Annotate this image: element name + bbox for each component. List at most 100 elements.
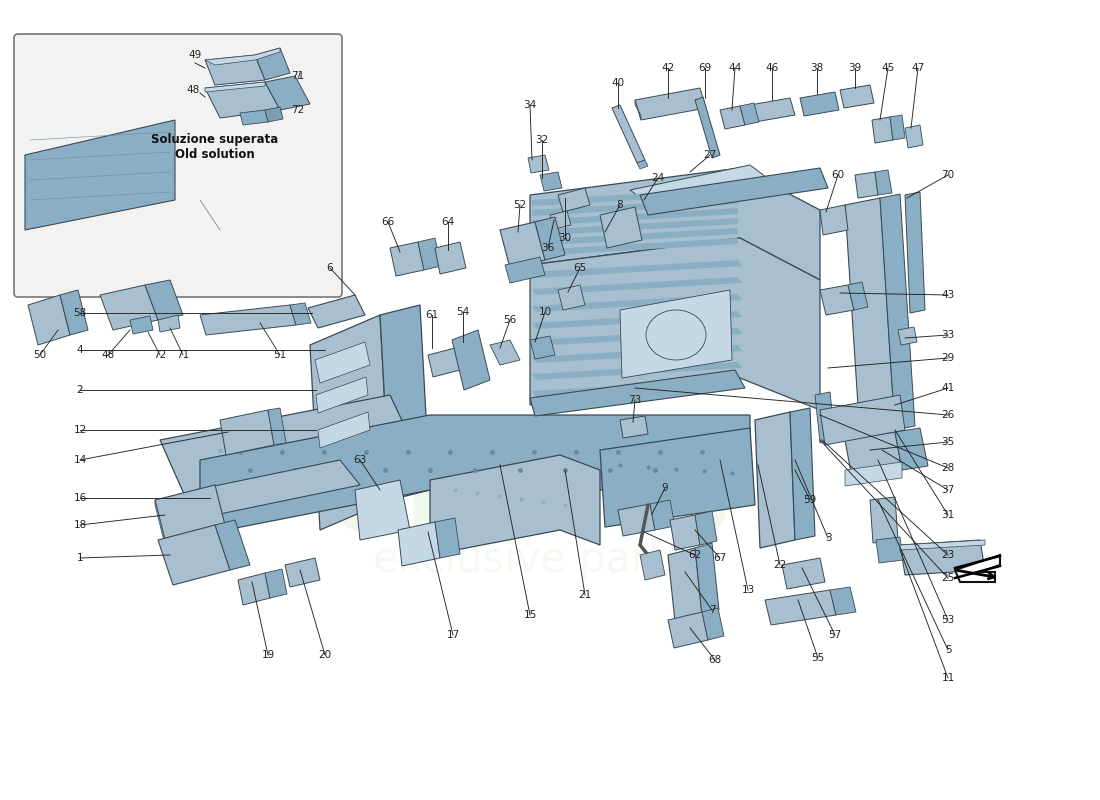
Polygon shape	[640, 168, 828, 215]
Polygon shape	[695, 511, 717, 545]
Polygon shape	[695, 543, 719, 615]
Text: 61: 61	[426, 310, 439, 320]
Text: 56: 56	[504, 315, 517, 325]
Text: 55: 55	[812, 653, 825, 663]
Polygon shape	[905, 125, 923, 148]
Polygon shape	[155, 500, 165, 545]
Polygon shape	[100, 285, 158, 330]
Text: Soluzione superata: Soluzione superata	[152, 134, 278, 146]
Polygon shape	[820, 205, 848, 235]
Text: 45: 45	[881, 63, 894, 73]
Polygon shape	[820, 285, 854, 315]
Text: 68: 68	[708, 655, 722, 665]
Text: 48: 48	[186, 85, 199, 95]
Polygon shape	[620, 290, 732, 378]
Polygon shape	[532, 345, 742, 363]
Polygon shape	[702, 608, 724, 640]
Text: 71: 71	[292, 71, 305, 81]
Text: 72: 72	[292, 105, 305, 115]
Polygon shape	[200, 305, 296, 335]
Polygon shape	[195, 460, 360, 515]
Polygon shape	[530, 238, 820, 410]
Polygon shape	[870, 497, 898, 543]
Text: 52: 52	[514, 200, 527, 210]
Polygon shape	[195, 490, 214, 520]
Text: 40: 40	[612, 78, 625, 88]
Polygon shape	[550, 211, 571, 229]
Text: 16: 16	[74, 493, 87, 503]
Polygon shape	[205, 82, 265, 92]
Polygon shape	[668, 612, 708, 648]
Polygon shape	[130, 316, 153, 334]
Text: 19: 19	[262, 650, 275, 660]
Polygon shape	[255, 48, 290, 80]
Polygon shape	[452, 330, 490, 390]
Polygon shape	[782, 558, 825, 589]
Polygon shape	[535, 217, 565, 260]
Polygon shape	[845, 198, 895, 437]
Polygon shape	[528, 155, 549, 173]
Polygon shape	[620, 416, 648, 438]
Text: exclusive parts: exclusive parts	[373, 539, 686, 581]
Text: 58: 58	[74, 308, 87, 318]
Polygon shape	[880, 405, 899, 458]
Polygon shape	[205, 82, 280, 118]
Polygon shape	[268, 408, 286, 445]
Polygon shape	[905, 192, 925, 313]
Polygon shape	[158, 525, 230, 585]
Polygon shape	[955, 555, 1000, 582]
Text: 32: 32	[536, 135, 549, 145]
Polygon shape	[205, 55, 265, 85]
Polygon shape	[240, 110, 268, 125]
Polygon shape	[720, 106, 745, 129]
Text: 18: 18	[74, 520, 87, 530]
Polygon shape	[316, 377, 369, 413]
Polygon shape	[530, 168, 820, 280]
Text: 50: 50	[33, 350, 46, 360]
Polygon shape	[532, 238, 738, 256]
Text: 57: 57	[828, 630, 842, 640]
Polygon shape	[265, 569, 287, 598]
Polygon shape	[28, 295, 70, 345]
Text: 71: 71	[176, 350, 189, 360]
Polygon shape	[505, 257, 544, 283]
Text: 44: 44	[728, 63, 741, 73]
Text: Old solution: Old solution	[175, 149, 255, 162]
Text: 62: 62	[689, 550, 702, 560]
Polygon shape	[668, 548, 702, 622]
Polygon shape	[532, 362, 742, 380]
Text: 14: 14	[74, 455, 87, 465]
Polygon shape	[532, 228, 738, 246]
Polygon shape	[379, 305, 430, 500]
Polygon shape	[265, 107, 283, 122]
Text: 6: 6	[327, 263, 333, 273]
Polygon shape	[310, 315, 390, 530]
Text: 37: 37	[942, 485, 955, 495]
FancyBboxPatch shape	[14, 34, 342, 297]
Text: 7: 7	[708, 605, 715, 615]
Polygon shape	[532, 260, 742, 278]
Text: 17: 17	[447, 630, 460, 640]
Polygon shape	[600, 428, 755, 527]
Polygon shape	[630, 165, 770, 205]
Polygon shape	[874, 170, 892, 195]
Text: 69: 69	[698, 63, 712, 73]
Text: 15: 15	[524, 610, 537, 620]
Text: 3: 3	[825, 533, 832, 543]
Text: 51: 51	[274, 350, 287, 360]
Polygon shape	[900, 540, 984, 575]
Polygon shape	[530, 370, 745, 416]
Text: 38: 38	[811, 63, 824, 73]
Text: 53: 53	[942, 615, 955, 625]
Polygon shape	[532, 208, 738, 226]
Text: 13: 13	[741, 585, 755, 595]
Text: 49: 49	[188, 50, 201, 60]
Polygon shape	[855, 172, 878, 198]
Polygon shape	[600, 207, 642, 248]
Text: 70: 70	[942, 170, 955, 180]
Text: 48: 48	[101, 350, 114, 360]
Text: 73: 73	[628, 395, 641, 405]
Text: 25: 25	[942, 573, 955, 583]
Polygon shape	[530, 336, 556, 359]
Polygon shape	[532, 311, 742, 329]
